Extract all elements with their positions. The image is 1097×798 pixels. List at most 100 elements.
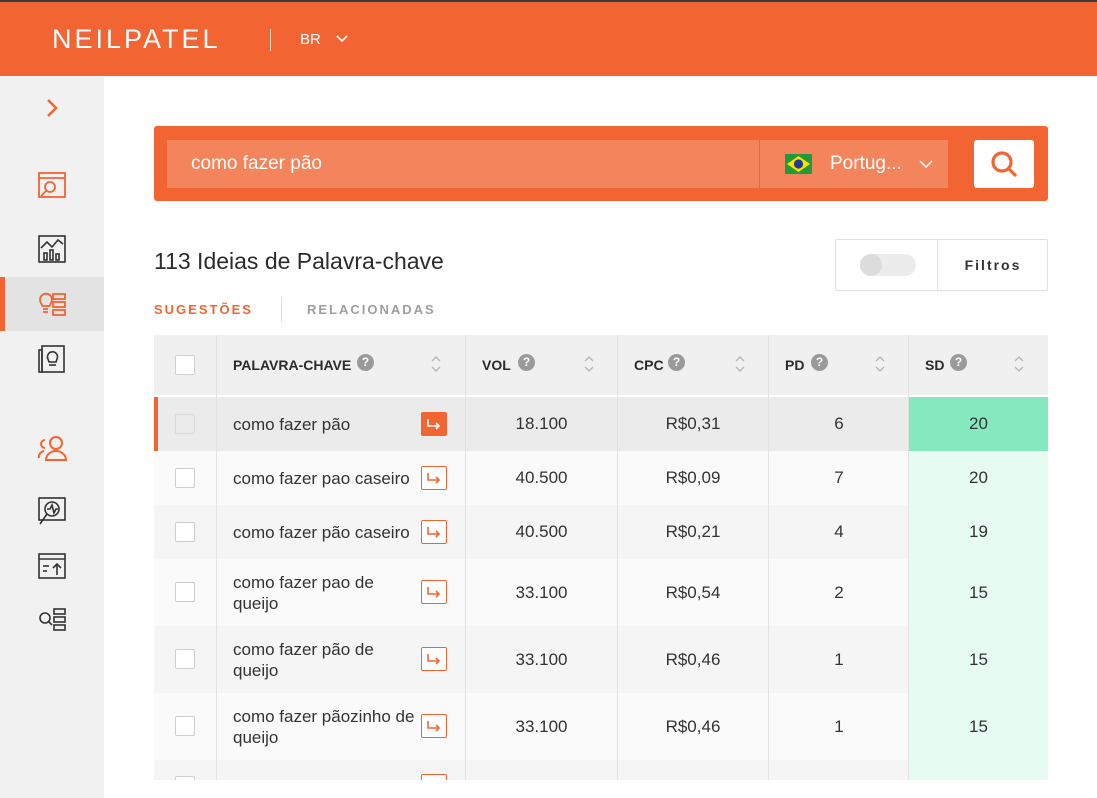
pd-cell: 2 [834,582,844,602]
filter-panel: Filtros [835,239,1048,291]
users-icon [37,436,68,461]
sd-cell [909,760,1048,780]
sort-icon[interactable] [430,353,442,375]
open-keyword-button[interactable] [421,647,447,671]
sort-icon[interactable] [1013,353,1025,375]
sidebar-item-backlinks[interactable] [0,539,104,593]
help-icon[interactable]: ? [518,354,535,371]
sidebar-item-content-ideas[interactable] [0,332,104,386]
help-icon[interactable]: ? [668,354,685,371]
table-row[interactable]: como fazer pão caseiro 40.500 R$0,21 4 1… [154,505,1048,559]
open-keyword-button[interactable] [421,774,447,780]
open-keyword-button[interactable] [421,466,447,490]
keyword-cell: como fazer pão de queijo [233,639,374,680]
help-icon[interactable]: ? [357,354,374,371]
pd-cell: 1 [834,716,844,736]
row-checkbox[interactable] [175,582,195,602]
open-keyword-button[interactable] [421,714,447,738]
help-icon[interactable]: ? [811,354,828,371]
search-button[interactable] [974,140,1034,188]
keyword-cell: como fazer pao de queijo [233,572,374,613]
tab-related[interactable]: RELACIONADAS [307,302,436,317]
search-input[interactable] [167,140,759,188]
pd-cell: 6 [834,414,844,433]
filter-divider [937,240,938,290]
filters-button[interactable]: Filtros [964,257,1022,273]
keyword-cell: como fazer pão [233,414,351,434]
search-panel: Portug... [154,126,1048,201]
row-checkbox[interactable] [175,649,195,669]
column-vol[interactable]: VOL ? [466,335,617,395]
row-checkbox[interactable] [175,776,195,780]
column-keyword-label: PALAVRA-CHAVE [233,357,352,373]
sidebar-item-rank-tracker[interactable] [0,484,104,538]
column-sd[interactable]: SD ? [909,335,1048,395]
language-select[interactable]: Portug... [760,140,948,188]
traffic-chart-icon [38,235,66,263]
sidebar [0,76,104,798]
row-checkbox[interactable] [175,468,195,488]
column-pd[interactable]: PD ? [769,335,909,395]
region-selector[interactable]: BR [300,31,321,48]
vol-cell: 40.500 [515,468,568,487]
open-keyword-button[interactable] [421,412,447,436]
column-divider [216,335,217,780]
table-row[interactable]: como fazer pão de queijo 33.100 R$0,46 1… [154,626,1048,693]
toggle-knob [860,254,882,276]
arrow-return-icon [427,527,441,538]
column-divider [465,335,466,780]
sidebar-item-site-audit[interactable] [0,158,104,212]
column-cpc-label: CPC [634,357,664,373]
table-row[interactable]: como fazer pao de queijo 33.100 R$0,54 2… [154,559,1048,626]
tab-suggestions[interactable]: SUGESTÕES [154,302,253,317]
help-icon[interactable]: ? [950,354,967,371]
chevron-right-icon[interactable] [40,97,64,121]
sidebar-item-traffic[interactable] [0,222,104,276]
cpc-cell: R$0,31 [665,414,721,433]
row-checkbox[interactable] [175,414,195,434]
filter-toggle[interactable] [860,254,916,276]
sort-icon[interactable] [874,353,886,375]
row-checkbox[interactable] [175,716,195,736]
sidebar-item-keyword-search[interactable] [0,593,104,647]
keyword-ideas-icon [39,292,66,316]
sd-cell: 20 [909,451,1048,505]
cpc-cell: R$0,21 [665,522,721,541]
open-keyword-button[interactable] [421,580,447,604]
arrow-return-icon [427,654,441,665]
column-vol-label: VOL [482,357,511,373]
vol-cell: 33.100 [515,649,568,669]
rank-tracker-icon [38,497,66,525]
pd-cell: 4 [834,522,844,541]
arrow-return-icon [427,473,441,484]
site-audit-icon [38,172,66,198]
column-divider [617,335,618,780]
open-keyword-button[interactable] [421,520,447,544]
sd-cell: 15 [909,626,1048,693]
sidebar-item-keyword-ideas[interactable] [0,277,104,331]
sort-icon[interactable] [734,353,746,375]
table-row[interactable]: como fazer pão 18.100 R$0,31 6 20 [154,397,1048,451]
table-row[interactable]: como fazer pãozinho de queijo 33.100 R$0… [154,693,1048,760]
column-keyword[interactable]: PALAVRA-CHAVE ? [217,335,465,395]
column-pd-label: PD [785,357,805,373]
keyword-cell: como fazer pão caseiro [233,522,410,542]
table-row[interactable]: como fazer pao caseiro 40.500 R$0,09 7 2… [154,451,1048,505]
top-header: NEILPATEL BR [0,0,1097,76]
brazil-flag-icon [785,154,812,174]
sort-icon[interactable] [583,353,595,375]
cpc-cell: R$0,46 [665,649,721,669]
header-divider [270,29,271,51]
column-cpc[interactable]: CPC ? [618,335,768,395]
table-row[interactable] [154,760,1048,780]
select-all-checkbox[interactable] [175,355,195,375]
row-checkbox[interactable] [175,522,195,542]
column-divider [908,335,909,780]
vol-cell: 40.500 [515,522,568,541]
keywords-table: PALAVRA-CHAVE ? VOL ? CPC ? PD ? SD ? co… [154,335,1048,780]
brand-logo[interactable]: NEILPATEL [52,24,221,54]
pd-cell: 1 [834,649,844,669]
search-icon [991,151,1018,178]
sidebar-item-users[interactable] [0,421,104,475]
chevron-down-icon[interactable] [335,32,349,46]
